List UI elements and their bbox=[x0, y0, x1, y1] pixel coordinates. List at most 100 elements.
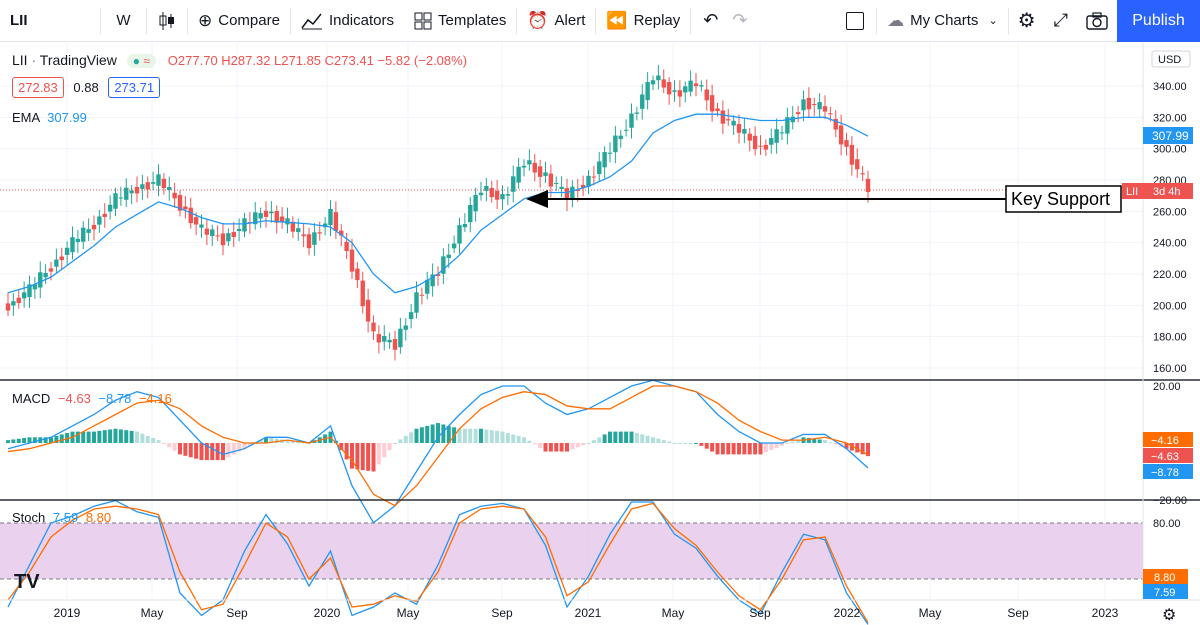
live-badge: ● ≈ bbox=[126, 54, 156, 68]
macd-tag-text: −8.78 bbox=[1151, 467, 1179, 479]
candle-body bbox=[38, 272, 43, 288]
chart-area[interactable]: 340.00 320.00 300.00 280.00 260.00 240.00 220.… bbox=[0, 43, 1200, 625]
candle-body bbox=[11, 301, 16, 306]
candle-body bbox=[296, 228, 301, 232]
alert-button[interactable]: ⏰ Alert bbox=[517, 0, 595, 42]
divider bbox=[146, 7, 147, 34]
macd-histogram-bar bbox=[828, 442, 833, 444]
chart-canvas[interactable]: 340.00320.00300.00280.00260.00240.00220.… bbox=[0, 43, 1200, 625]
macd-histogram-bar bbox=[414, 428, 419, 443]
candle-body bbox=[279, 216, 285, 223]
macd-tick-label: 20.00 bbox=[1153, 381, 1181, 393]
candle-body bbox=[435, 274, 441, 276]
price-tick-label: 320.00 bbox=[1153, 112, 1187, 124]
macd-histogram-bar bbox=[425, 425, 430, 443]
candle-body bbox=[306, 234, 312, 249]
key-support-box[interactable] bbox=[1005, 185, 1122, 213]
candle-body bbox=[769, 138, 774, 145]
macd-histogram-bar bbox=[608, 431, 612, 443]
candle-body bbox=[838, 125, 844, 145]
candle-body bbox=[392, 339, 398, 350]
macd-histogram-bar bbox=[145, 435, 150, 443]
redo-button[interactable]: ↷ bbox=[724, 0, 755, 42]
replay-button[interactable]: ⏪ Replay bbox=[596, 0, 690, 42]
publish-button[interactable]: Publish bbox=[1117, 0, 1200, 42]
ema-value: 307.99 bbox=[47, 110, 87, 125]
rewind-icon: ⏪ bbox=[606, 11, 628, 30]
snapshot-button[interactable] bbox=[1077, 0, 1117, 42]
candle-body bbox=[564, 188, 570, 201]
divider bbox=[690, 7, 692, 34]
chart-settings-icon[interactable]: ⚙ bbox=[1162, 607, 1176, 624]
support-arrow-head bbox=[526, 190, 548, 208]
legend-symbol: LII bbox=[12, 52, 28, 68]
macd-histogram-bar bbox=[522, 437, 526, 443]
candle-body bbox=[430, 274, 435, 287]
macd-histogram-bar bbox=[264, 437, 268, 443]
candle-body bbox=[457, 225, 462, 244]
symbol-search[interactable]: LII bbox=[0, 0, 100, 42]
candle-body bbox=[516, 166, 521, 183]
templates-button[interactable]: Templates bbox=[404, 0, 516, 42]
currency-box[interactable] bbox=[1151, 50, 1191, 68]
macd-histogram-bar bbox=[591, 440, 596, 443]
candle-body bbox=[253, 212, 258, 225]
macd-histogram-bar bbox=[866, 443, 870, 457]
candle-body bbox=[242, 218, 247, 232]
legend-source: TradingView bbox=[39, 52, 117, 68]
candle-body bbox=[688, 80, 693, 92]
macd-v3: −4.16 bbox=[138, 391, 172, 406]
interval-button[interactable]: W bbox=[101, 0, 146, 42]
candle-body bbox=[376, 334, 382, 343]
chart-style-button[interactable] bbox=[147, 0, 187, 42]
candle-body bbox=[521, 165, 527, 168]
candle-body bbox=[575, 189, 580, 191]
bid-price[interactable]: 272.83 bbox=[12, 77, 64, 98]
macd-histogram-bar bbox=[446, 425, 451, 443]
candle-body bbox=[91, 224, 97, 230]
candle-body bbox=[537, 166, 543, 177]
undo-button[interactable]: ↶ bbox=[691, 0, 724, 42]
macd-histogram-bar bbox=[339, 443, 344, 451]
macd-histogram-bar bbox=[355, 443, 360, 470]
macd-histogram-bar bbox=[296, 441, 301, 443]
candle-body bbox=[591, 176, 597, 178]
key-support-label: Key Support bbox=[1011, 189, 1110, 209]
indicators-button[interactable]: Indicators bbox=[291, 0, 404, 42]
macd-histogram-bar bbox=[135, 431, 139, 443]
ask-price[interactable]: 273.71 bbox=[108, 77, 161, 98]
stoch-legend: Stoch 7.59 8.80 bbox=[12, 510, 111, 525]
macd-histogram-bar bbox=[710, 443, 715, 452]
candle-body bbox=[408, 312, 414, 320]
candles bbox=[5, 65, 871, 361]
candle-body bbox=[156, 174, 161, 186]
macd-histogram-bar bbox=[672, 443, 677, 444]
candle-body bbox=[548, 173, 554, 187]
macd-histogram-bar bbox=[54, 435, 59, 443]
settings-button[interactable]: ⚙ bbox=[1009, 0, 1045, 42]
candle-body bbox=[414, 292, 419, 313]
candle-body bbox=[75, 238, 81, 243]
candle-body bbox=[607, 152, 613, 154]
time-tick-label: May bbox=[397, 606, 420, 620]
stoch-k-value: 7.59 bbox=[52, 510, 79, 525]
stoch-d-tag bbox=[1143, 569, 1188, 584]
candle-body bbox=[441, 256, 446, 274]
layout-button[interactable] bbox=[834, 0, 876, 42]
macd-histogram-bar bbox=[737, 443, 741, 455]
candle-body bbox=[54, 259, 59, 267]
time-tick-label: 2019 bbox=[54, 606, 81, 620]
macd-histogram-bar bbox=[618, 431, 623, 443]
fullscreen-button[interactable]: ⤢ bbox=[1045, 0, 1077, 42]
macd-histogram-bar bbox=[290, 440, 295, 443]
macd-histogram-bar bbox=[720, 443, 725, 455]
candle-body bbox=[290, 221, 296, 232]
macd-histogram-bar bbox=[468, 428, 473, 443]
candle-body bbox=[478, 192, 484, 196]
candle-body bbox=[747, 133, 752, 141]
macd-histogram-bar bbox=[382, 443, 387, 458]
legend-dot: · bbox=[31, 52, 40, 68]
my-charts-button[interactable]: ☁ My Charts ⌄ bbox=[877, 0, 1008, 42]
compare-button[interactable]: ⊕ Compare bbox=[188, 0, 290, 42]
macd-histogram-bar bbox=[183, 443, 188, 456]
